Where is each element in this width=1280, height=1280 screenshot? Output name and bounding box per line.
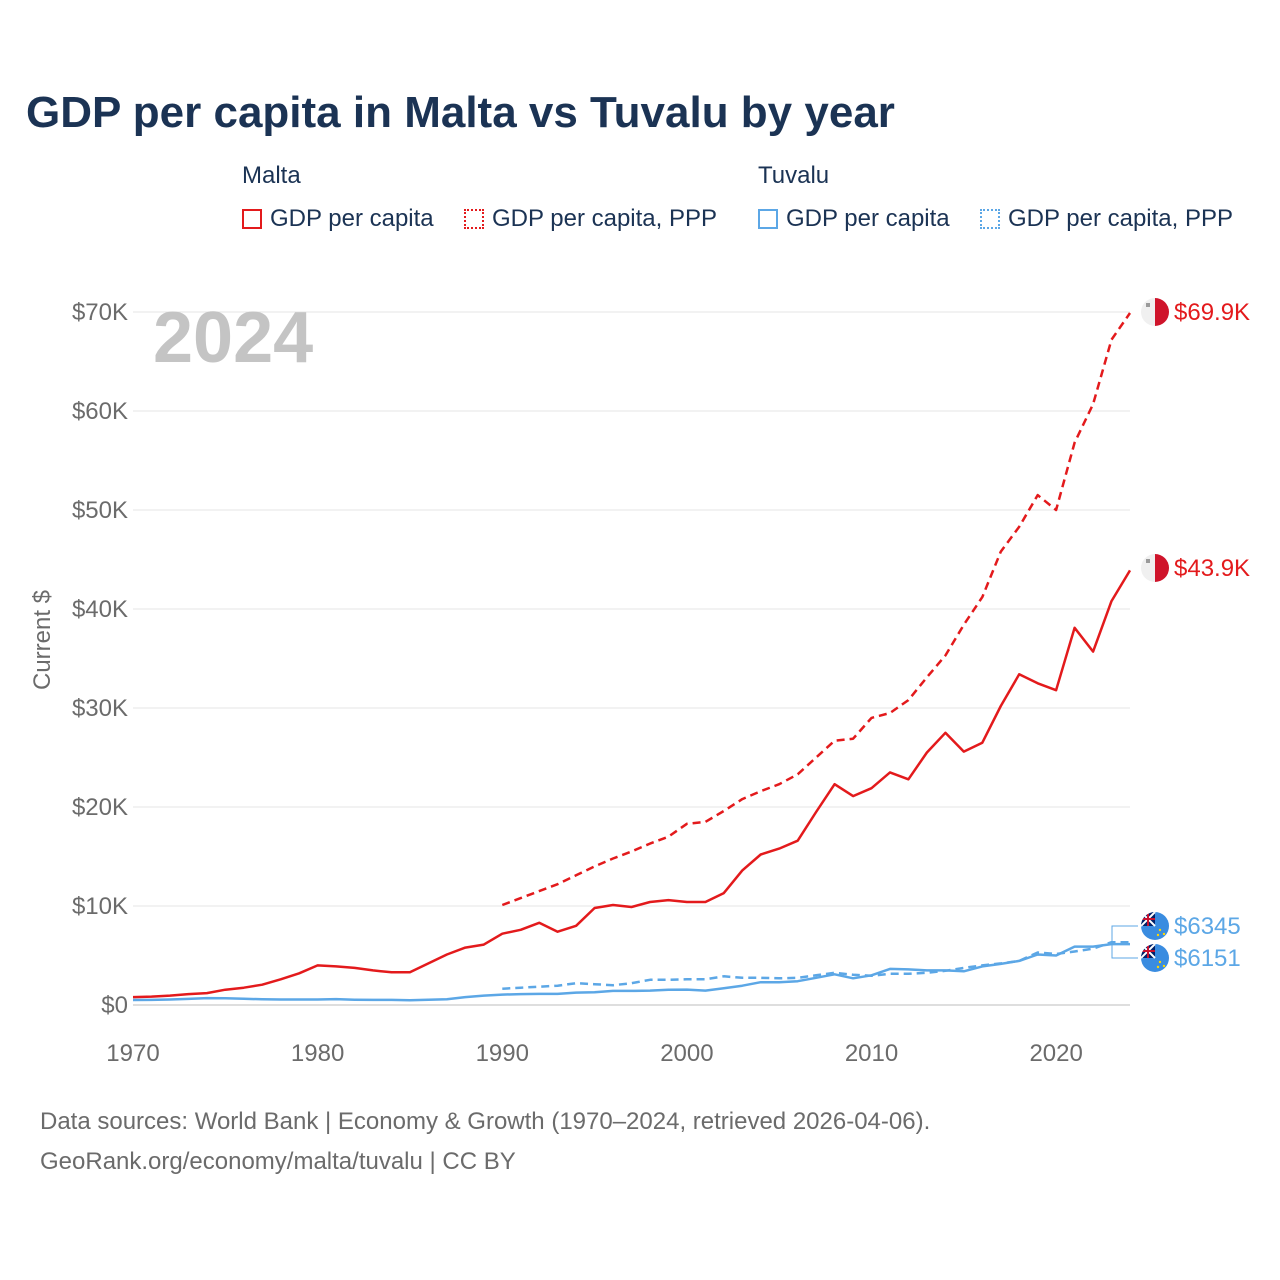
x-tick-label: 1980 [291, 1040, 344, 1067]
chart-title: GDP per capita in Malta vs Tuvalu by yea… [26, 88, 895, 137]
label-connector [1111, 925, 1138, 959]
year-watermark: 2024 [153, 298, 313, 378]
legend-group-malta: Malta [242, 162, 301, 189]
series-line-3 [132, 942, 1130, 1002]
legend-label: GDP per capita [786, 205, 950, 232]
series-line-2 [501, 312, 1132, 907]
y-tick-label: $40K [72, 596, 128, 623]
footer-sources: Data sources: World Bank | Economy & Gro… [40, 1108, 931, 1135]
series-lines [132, 312, 1132, 1002]
end-label-tuvalu-ppp: $6345 [1174, 913, 1241, 940]
x-tick-label: 2020 [1029, 1040, 1082, 1067]
x-tick-label: 2010 [845, 1040, 898, 1067]
y-tick-label: $60K [72, 398, 128, 425]
end-label-tuvalu-gdp: $6151 [1174, 945, 1241, 972]
legend-group-tuvalu: Tuvalu [758, 162, 830, 189]
x-tick-label: 2000 [660, 1040, 713, 1067]
y-axis-ticks: $0 $10K $20K $30K $40K $50K $60K $70K [72, 299, 128, 1019]
malta-flag-icon [1141, 554, 1169, 582]
end-label-malta-gdp: $43.9K [1174, 555, 1250, 582]
legend-item-malta-gdp[interactable]: GDP per capita [242, 205, 434, 233]
legend-label: GDP per capita [270, 205, 434, 232]
grid-lines [133, 311, 1130, 1006]
legend-item-tuvalu-gdp[interactable]: GDP per capita [758, 205, 950, 233]
series-line-1 [132, 569, 1132, 999]
legend-swatch-solid-red [242, 209, 262, 229]
legend-item-malta-ppp[interactable]: GDP per capita, PPP [464, 205, 717, 233]
legend-label: GDP per capita, PPP [1008, 205, 1233, 232]
end-label-malta-ppp: $69.9K [1174, 299, 1250, 326]
legend-item-tuvalu-ppp[interactable]: GDP per capita, PPP [980, 205, 1233, 233]
y-tick-label: $20K [72, 794, 128, 821]
x-tick-label: 1970 [106, 1040, 159, 1067]
tuvalu-flag-icon [1141, 944, 1169, 972]
legend-swatch-dotted-blue [980, 209, 1000, 229]
legend-swatch-dotted-red [464, 209, 484, 229]
x-axis-ticks: 1970 1980 1990 2000 2010 2020 [106, 1040, 1083, 1067]
y-tick-label: $70K [72, 299, 128, 326]
y-axis-label: Current $ [29, 590, 56, 690]
y-tick-label: $30K [72, 695, 128, 722]
malta-flag-icon [1141, 298, 1169, 326]
footer-credit: GeoRank.org/economy/malta/tuvalu | CC BY [40, 1148, 516, 1175]
y-tick-label: $50K [72, 497, 128, 524]
x-tick-label: 1990 [476, 1040, 529, 1067]
tuvalu-flag-icon [1141, 912, 1169, 940]
legend-label: GDP per capita, PPP [492, 205, 717, 232]
legend-swatch-solid-blue [758, 209, 778, 229]
series-line-4 [502, 940, 1130, 990]
y-tick-label: $0 [101, 992, 128, 1019]
y-tick-label: $10K [72, 893, 128, 920]
